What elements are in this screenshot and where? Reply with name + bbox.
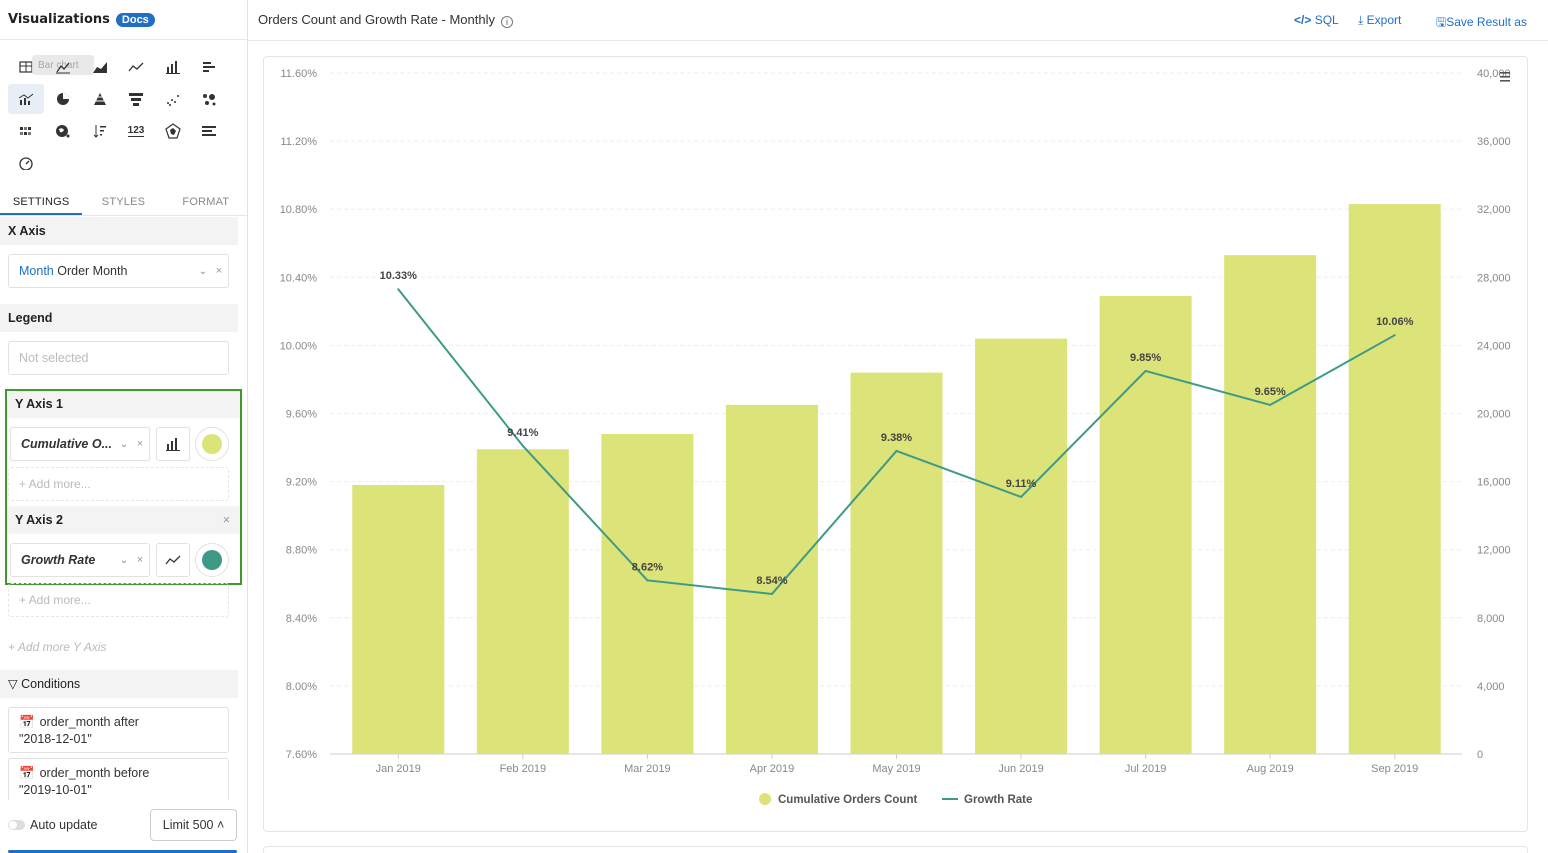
funnel-icon[interactable] (118, 84, 154, 114)
tab-settings[interactable]: SETTINGS (0, 190, 83, 215)
pie-chart-icon[interactable] (45, 84, 81, 114)
x-axis-heading: X Axis (0, 217, 238, 245)
color-swatch (202, 550, 222, 570)
bar-chart-icon[interactable] (45, 52, 81, 82)
sorted-list-icon[interactable] (82, 116, 118, 146)
y-axis-2-add-more[interactable]: + Add more... (8, 583, 229, 617)
condition-value: "2018-12-01" (19, 732, 92, 746)
viz-tooltip: Bar chart (32, 55, 94, 75)
heatmap-icon[interactable] (8, 116, 44, 146)
close-icon[interactable]: × (222, 513, 230, 527)
x-axis-field[interactable]: Month Order Month ⌄ × (8, 254, 229, 288)
condition-text: order_month before (39, 766, 150, 780)
y-axis-2-field[interactable]: Growth Rate ⌄ × (10, 543, 150, 577)
condition-item[interactable]: 📅 order_month before "2019-10-01" (8, 758, 229, 804)
y-axis-2-color-button[interactable] (195, 543, 229, 577)
chart-topbar: Orders Count and Growth Rate - Monthly i … (248, 0, 1548, 41)
area-chart-icon[interactable] (82, 52, 118, 82)
chevron-down-icon[interactable]: ⌄ (119, 438, 129, 450)
y-axis-2-chart-type-button[interactable] (156, 543, 190, 577)
export-button[interactable]: ⤓ Export (1358, 13, 1401, 28)
panel-header: Visualizations Docs (0, 0, 247, 40)
y-axis-2-field-value: Growth Rate (21, 553, 96, 567)
auto-update-label: Auto update (30, 818, 98, 832)
tab-styles[interactable]: STYLES (101, 196, 146, 208)
save-label: Save Result as (1446, 15, 1527, 29)
column-chart-icon[interactable] (155, 52, 191, 82)
color-swatch (202, 434, 222, 454)
chart-title-text: Orders Count and Growth Rate - Monthly (258, 12, 495, 27)
combo-chart-icon[interactable] (8, 84, 44, 114)
limit-button[interactable]: Limit 500 ˄ (150, 809, 237, 841)
bubble-icon[interactable] (191, 84, 227, 114)
info-icon[interactable]: i (501, 16, 513, 28)
conditions-heading-label: Conditions (21, 677, 81, 691)
y-axis-1-color-button[interactable] (195, 427, 229, 461)
progress-bar-icon[interactable] (191, 116, 227, 146)
legend-placeholder: Not selected (19, 351, 89, 365)
settings-tabs: SETTINGS STYLES FORMAT (0, 190, 247, 216)
save-icon: 🖫 (1436, 15, 1447, 29)
sql-label: SQL (1314, 13, 1339, 27)
scatter-icon[interactable] (155, 84, 191, 114)
x-axis-field-prefix: Month (19, 264, 54, 278)
tab-format[interactable]: FORMAT (182, 196, 230, 208)
y-axis-2-heading-label: Y Axis 2 (15, 513, 63, 527)
close-icon[interactable]: × (215, 265, 223, 277)
number-icon[interactable]: 123 (127, 125, 145, 137)
y-axis-1-field[interactable]: Cumulative O... ⌄ × (10, 427, 150, 461)
column-chart-icon (166, 438, 180, 451)
sql-button[interactable]: </> SQL (1294, 13, 1339, 27)
gauge-icon[interactable] (8, 148, 44, 178)
bottom-bar: Auto update Limit 500 ˄ (0, 800, 247, 853)
auto-update-toggle[interactable] (8, 820, 25, 830)
visualization-settings-panel: Visualizations Docs Bar chart (0, 0, 248, 853)
y-axes-highlight (5, 389, 242, 585)
line-chart-icon (165, 555, 181, 565)
legend-field[interactable]: Not selected (8, 341, 229, 375)
calendar-icon: 📅 (19, 766, 35, 780)
docs-button[interactable]: Docs (115, 12, 155, 27)
radar-icon[interactable] (155, 116, 191, 146)
y-axis-1-field-value: Cumulative O... (21, 437, 112, 451)
y-axis-2-heading: Y Axis 2 × (7, 506, 240, 534)
conditions-heading: ▽ Conditions (0, 670, 238, 698)
download-icon: ⤓ (1358, 13, 1364, 27)
run-button-edge[interactable] (8, 850, 237, 853)
filter-icon: ▽ (8, 677, 18, 691)
next-card (263, 846, 1528, 853)
legend-heading: Legend (0, 304, 238, 332)
chevron-down-icon[interactable]: ⌄ (119, 554, 129, 566)
condition-text: order_month after (39, 715, 139, 729)
line-chart-icon[interactable] (118, 52, 154, 82)
add-more-y-axis-link[interactable]: + Add more Y Axis (8, 640, 107, 654)
chart-card (263, 56, 1528, 832)
chevron-down-icon[interactable]: ⌄ (198, 265, 208, 277)
geo-map-icon[interactable] (45, 116, 81, 146)
chart-title: Orders Count and Growth Rate - Monthly i (258, 12, 513, 28)
condition-value: "2019-10-01" (19, 783, 92, 797)
save-result-button[interactable]: 🖫Save Result as (1436, 13, 1527, 34)
calendar-icon: 📅 (19, 715, 35, 729)
pyramid-icon[interactable] (82, 84, 118, 114)
x-axis-field-value: Order Month (57, 264, 128, 278)
close-icon[interactable]: × (136, 554, 144, 566)
y-axis-1-chart-type-button[interactable] (156, 427, 190, 461)
y-axis-1-add-more[interactable]: + Add more... (8, 467, 229, 501)
export-label: Export (1366, 13, 1402, 27)
code-icon: </> (1294, 13, 1312, 27)
condition-item[interactable]: 📅 order_month after "2018-12-01" (8, 707, 229, 753)
close-icon[interactable]: × (136, 438, 144, 450)
panel-title: Visualizations (8, 12, 110, 27)
horizontal-bar-icon[interactable] (191, 52, 227, 82)
y-axis-1-heading: Y Axis 1 (7, 390, 240, 418)
